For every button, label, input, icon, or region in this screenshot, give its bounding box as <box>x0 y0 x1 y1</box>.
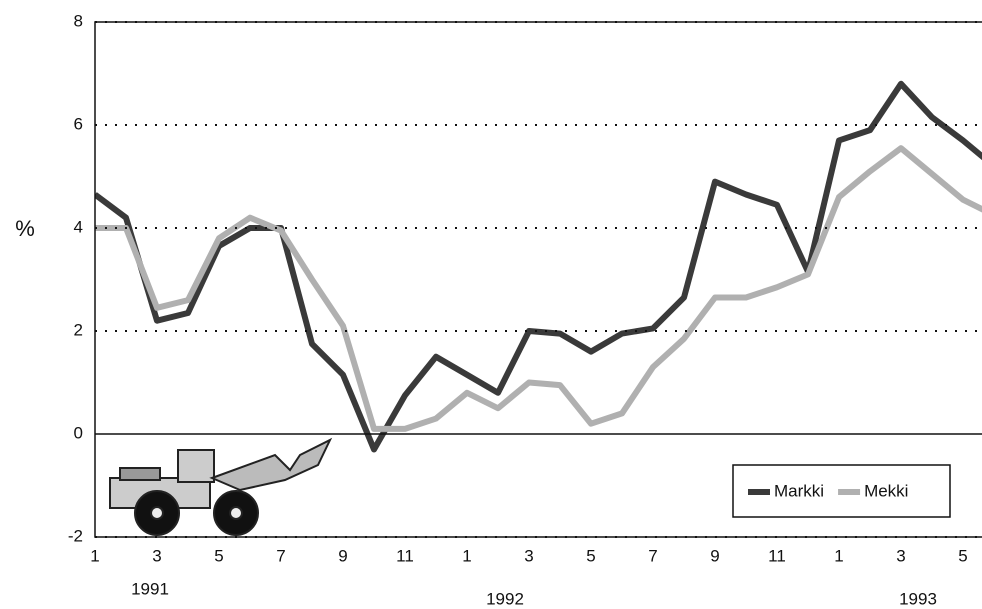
x-tick-label: 9 <box>710 546 719 565</box>
x-tick-label: 5 <box>214 546 223 565</box>
chart: % MarkkiMekki -2024681357911135791113519… <box>0 0 982 609</box>
x-tick-label: 1 <box>90 546 99 565</box>
series-line <box>95 148 982 429</box>
plot-frame <box>95 22 982 537</box>
series-line <box>95 84 982 450</box>
x-tick-label: 1 <box>462 546 471 565</box>
y-tick-label: 8 <box>74 11 83 30</box>
x-tick-label: 9 <box>338 546 347 565</box>
legend-label: Mekki <box>864 481 908 500</box>
y-tick-label: 4 <box>74 217 83 236</box>
x-tick-label: 3 <box>896 546 905 565</box>
x-tick-label: 5 <box>958 546 967 565</box>
x-tick-label: 5 <box>586 546 595 565</box>
x-tick-label: 11 <box>768 546 786 565</box>
y-tick-label: 2 <box>74 320 83 339</box>
y-tick-label: 6 <box>74 114 83 133</box>
loader-illustration <box>110 440 330 535</box>
year-label: 1991 <box>131 579 169 598</box>
legend-label: Markki <box>774 481 824 500</box>
y-tick-label: -2 <box>68 526 83 545</box>
plot-area <box>95 84 982 450</box>
x-tick-label: 1 <box>834 546 843 565</box>
x-tick-label: 7 <box>276 546 285 565</box>
x-tick-label: 11 <box>396 546 414 565</box>
x-tick-label: 3 <box>152 546 161 565</box>
y-tick-label: 0 <box>74 423 83 442</box>
y-axis-label: % <box>15 216 35 241</box>
legend: Markki Mekki <box>733 465 950 517</box>
page: % MarkkiMekki -2024681357911135791113519… <box>0 0 982 609</box>
year-label: 1993 <box>899 589 937 608</box>
x-tick-label: 7 <box>648 546 657 565</box>
x-tick-label: 3 <box>524 546 533 565</box>
year-label: 1992 <box>486 589 524 608</box>
